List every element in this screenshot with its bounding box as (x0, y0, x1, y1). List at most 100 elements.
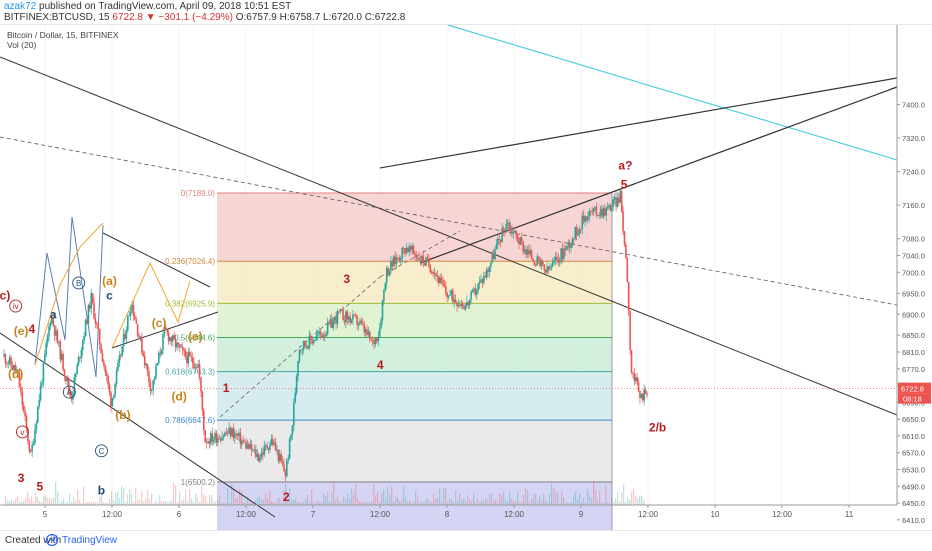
price-axis-background (897, 25, 932, 505)
candle-body (613, 197, 616, 200)
time-tick-label: 12:00 (504, 510, 525, 519)
candle-body (456, 302, 458, 307)
candle-body (305, 345, 308, 347)
candle-body (131, 304, 133, 312)
wave-label: a (50, 307, 57, 321)
candle-body (98, 329, 101, 345)
volume-bar (367, 502, 369, 505)
wave-path (34, 216, 104, 378)
candle-body (10, 357, 12, 366)
volume-bar (449, 498, 451, 505)
volume-bar (103, 502, 105, 505)
volume-bar (5, 496, 7, 505)
candle-body (148, 371, 150, 382)
author-link[interactable]: azak72 (4, 1, 37, 12)
candle-body (270, 439, 273, 445)
volume-bar (259, 497, 261, 505)
volume-bar (173, 482, 175, 505)
candle-body (516, 235, 519, 242)
volume-bar (163, 500, 165, 505)
candle-body (29, 451, 32, 452)
volume-bar (83, 486, 85, 505)
candle-body (601, 208, 603, 217)
wave-label: (e) (14, 324, 29, 338)
volume-bar (237, 497, 239, 505)
volume-bar (443, 488, 445, 505)
volume-bar (271, 501, 273, 505)
candle-body (301, 349, 304, 351)
candle-body (423, 263, 426, 266)
candle-body (276, 449, 278, 451)
fib-zone (217, 261, 612, 304)
candle-body (307, 345, 309, 349)
price-candles (3, 188, 648, 482)
volume-bar (557, 492, 559, 505)
candle-body (167, 332, 170, 342)
publish-line: azak72 published on TradingView.com, Apr… (4, 1, 291, 12)
volume-bar (193, 501, 195, 505)
candle-body (118, 355, 121, 363)
candle-body (111, 397, 114, 407)
volume-bar (593, 481, 595, 505)
volume-bar (253, 502, 255, 505)
volume-bar (189, 488, 191, 505)
volume-bar (143, 501, 145, 505)
tradingview-brand[interactable]: TradingView (62, 535, 118, 546)
candle-body (369, 331, 371, 340)
volume-bar (245, 502, 247, 505)
candle-body (566, 245, 568, 251)
wave-label: 2/b (649, 421, 666, 435)
volume-bar (47, 497, 49, 505)
volume-bar (195, 493, 197, 505)
candle-body (104, 365, 107, 373)
symbol-name: BITFINEX:BTCUSD, 15 (4, 12, 110, 23)
wave-label: iv (13, 302, 19, 311)
volume-bar (221, 502, 223, 505)
candle-body (606, 206, 609, 209)
candle-body (21, 391, 24, 406)
candle-body (544, 269, 547, 273)
candle-body (25, 416, 28, 429)
candle-body (141, 336, 143, 353)
candle-body (508, 222, 510, 230)
volume-bar (629, 499, 631, 505)
candle-body (627, 281, 630, 312)
price-chart[interactable]: 0(7189.0) 0.236(7026.4) 0.382(6925.9) 0.5(6… (0, 25, 932, 530)
volume-bar (479, 502, 481, 505)
candle-body (208, 441, 211, 444)
candle-body (96, 323, 98, 325)
candle-body (475, 290, 478, 295)
candle-body (401, 247, 403, 259)
candle-body (480, 279, 482, 283)
volume-bar (297, 502, 299, 505)
candle-body (184, 350, 187, 358)
candle-body (66, 379, 69, 382)
candle-body (558, 260, 561, 263)
volume-bar (101, 492, 103, 505)
volume-bar (581, 502, 583, 505)
candle-body (526, 249, 529, 255)
volume-bar (145, 498, 147, 505)
candle-body (481, 279, 484, 284)
candle-body (290, 434, 292, 440)
wave-zigzag (34, 216, 191, 378)
volume-bar (43, 496, 45, 505)
candle-body (226, 433, 229, 435)
volume-bar (71, 501, 73, 505)
candle-body (528, 249, 530, 255)
volume-bar (407, 501, 409, 505)
volume-bar (155, 500, 157, 505)
candle-body (214, 432, 216, 440)
volume-bar (287, 501, 289, 505)
volume-bar (273, 501, 275, 505)
candle-body (31, 445, 33, 452)
candle-body (405, 248, 408, 254)
volume-bar (197, 497, 199, 505)
volume-bar (329, 501, 331, 505)
volume-bar (327, 491, 329, 505)
volume-bar (643, 500, 645, 505)
volume-bar (183, 499, 185, 505)
candle-body (439, 277, 441, 284)
candle-body (357, 323, 360, 326)
fib-zone (217, 482, 612, 530)
